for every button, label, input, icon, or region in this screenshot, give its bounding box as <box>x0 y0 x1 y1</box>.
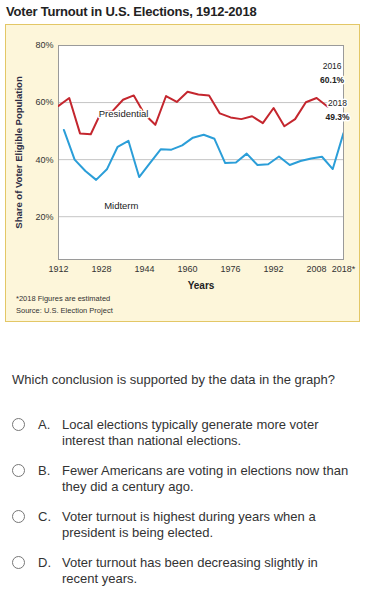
html-text:Source: U.S. Election Project: Source: U.S. Election Project <box>16 306 113 315</box>
html-text:Which conclusion is supported: Which conclusion is supported by the dat… <box>12 372 335 387</box>
html-text:Local elections typically gene: Local elections typically generate more … <box>62 417 319 448</box>
svg-text:1960: 1960 <box>178 264 198 274</box>
html-text:A.: A. <box>38 417 51 432</box>
svg-text:Share of Voter Eligible Popula: Share of Voter Eligible Population <box>13 76 24 229</box>
svg-text:1944: 1944 <box>135 264 155 274</box>
html-text:Voter turnout has been decreas: Voter turnout has been decreasing slight… <box>62 555 318 586</box>
svg-text:Midterm: Midterm <box>104 200 138 211</box>
svg-text:1912: 1912 <box>48 264 68 274</box>
svg-text:1976: 1976 <box>221 264 241 274</box>
html-text:Years: Years <box>187 280 215 291</box>
svg-text:Presidential: Presidential <box>99 108 149 119</box>
html-text:Voter turnout is highest durin: Voter turnout is highest during years wh… <box>62 509 316 540</box>
svg-text:60%: 60% <box>35 97 53 107</box>
html-text:B.: B. <box>38 463 51 478</box>
svg-text:2018*: 2018* <box>332 264 356 274</box>
svg-text:40%: 40% <box>35 155 53 165</box>
svg-text:1928: 1928 <box>92 264 112 274</box>
html-text:Fewer Americans are voting in: Fewer Americans are voting in elections … <box>62 463 349 494</box>
svg-text:2016: 2016 <box>323 61 342 71</box>
html-text:D.: D. <box>38 555 51 570</box>
svg-text:2008: 2008 <box>307 264 327 274</box>
svg-text:49.3%: 49.3% <box>325 112 350 122</box>
html-text:Voter Turnout in U.S. Election: Voter Turnout in U.S. Elections, 1912-20… <box>6 4 257 19</box>
html-text:*2018 Figures are estimated: *2018 Figures are estimated <box>16 294 111 303</box>
svg-text:80%: 80% <box>35 40 53 50</box>
svg-text:20%: 20% <box>35 212 53 222</box>
svg-text:1992: 1992 <box>264 264 284 274</box>
svg-text:2018: 2018 <box>328 98 347 108</box>
svg-text:60.1%: 60.1% <box>320 75 345 85</box>
html-text:C.: C. <box>38 509 51 524</box>
